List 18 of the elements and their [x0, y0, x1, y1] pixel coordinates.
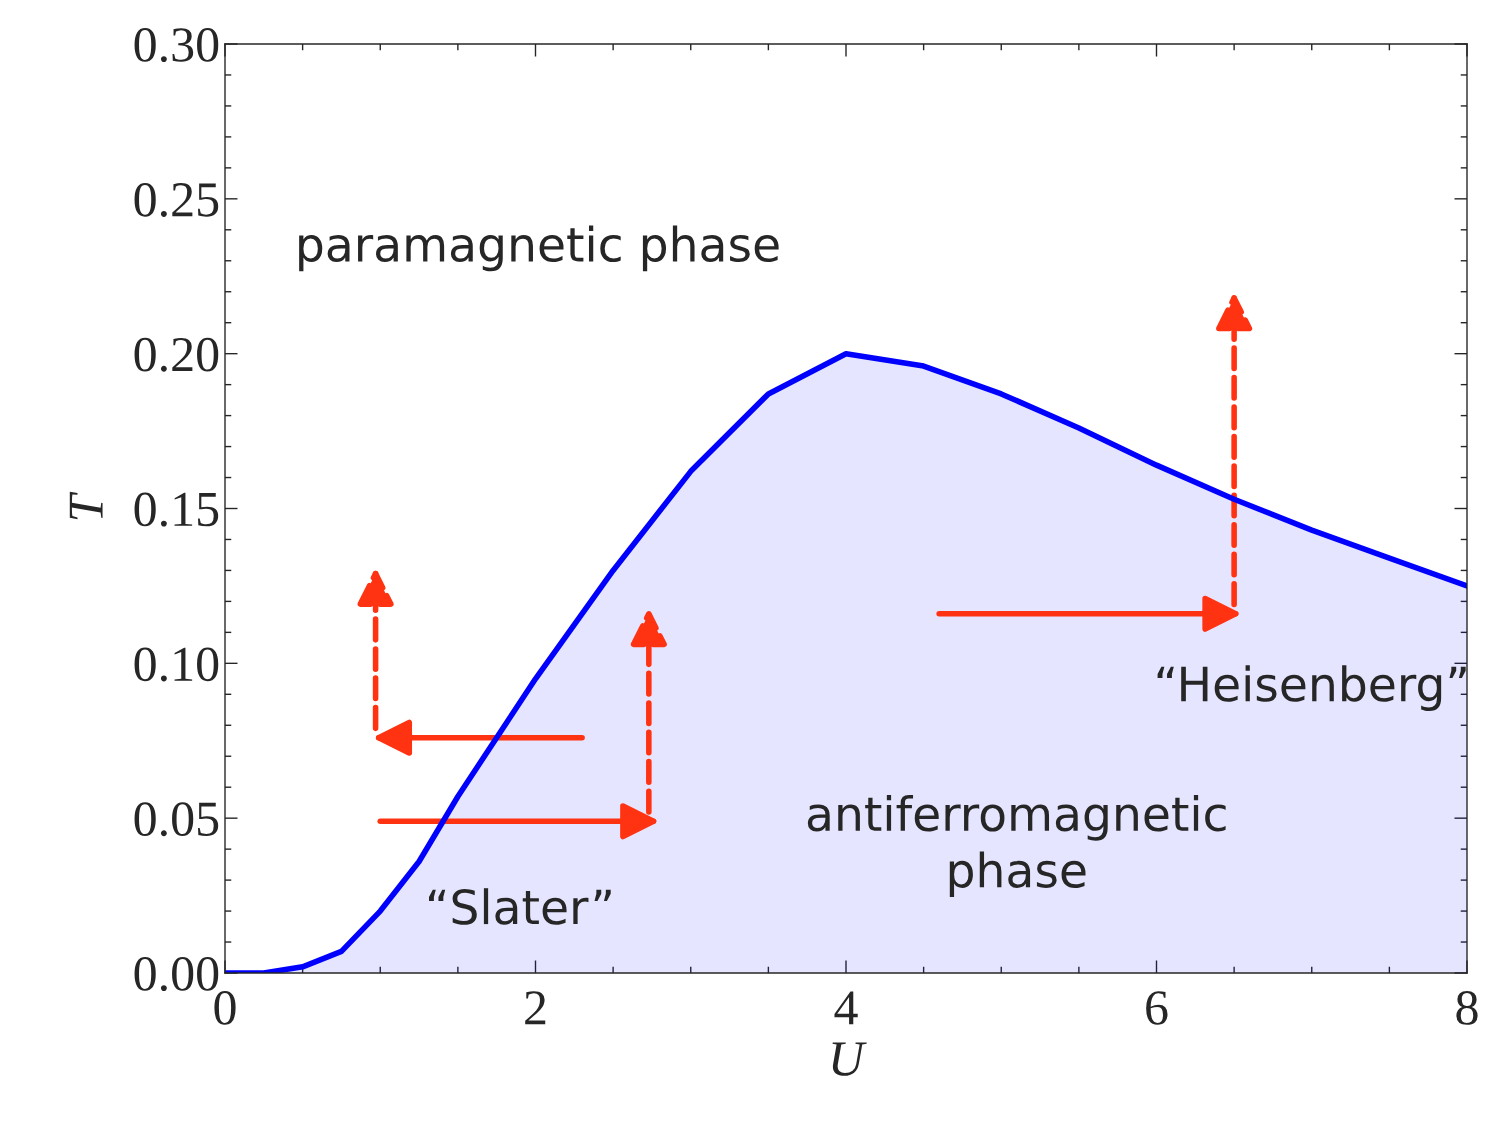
x-tick-label: 4 — [834, 991, 858, 1025]
y-tick-label: 0.30 — [134, 28, 219, 63]
annotation: “Slater” — [429, 888, 611, 925]
x-tick-label: 0 — [214, 991, 236, 1025]
x-tick-label: 6 — [1146, 991, 1168, 1025]
y-axis-title: T — [69, 491, 103, 520]
y-tick-label: 0.15 — [134, 492, 219, 527]
y-tick-label: 0.00 — [134, 957, 219, 992]
annotation: “Heisenberg” — [1157, 665, 1466, 711]
y-tick-label: 0.20 — [134, 337, 219, 372]
annotation: antiferromagnetic phase — [807, 794, 1226, 898]
annotation: paramagnetic phase — [299, 225, 779, 272]
x-axis-title: U — [832, 1042, 867, 1076]
y-tick-label: 0.10 — [134, 647, 219, 682]
y-tick-label: 0.05 — [134, 802, 219, 837]
y-tick-label: 0.25 — [134, 182, 219, 217]
x-tick-label: 2 — [525, 991, 546, 1025]
x-tick-label: 8 — [1456, 991, 1478, 1025]
